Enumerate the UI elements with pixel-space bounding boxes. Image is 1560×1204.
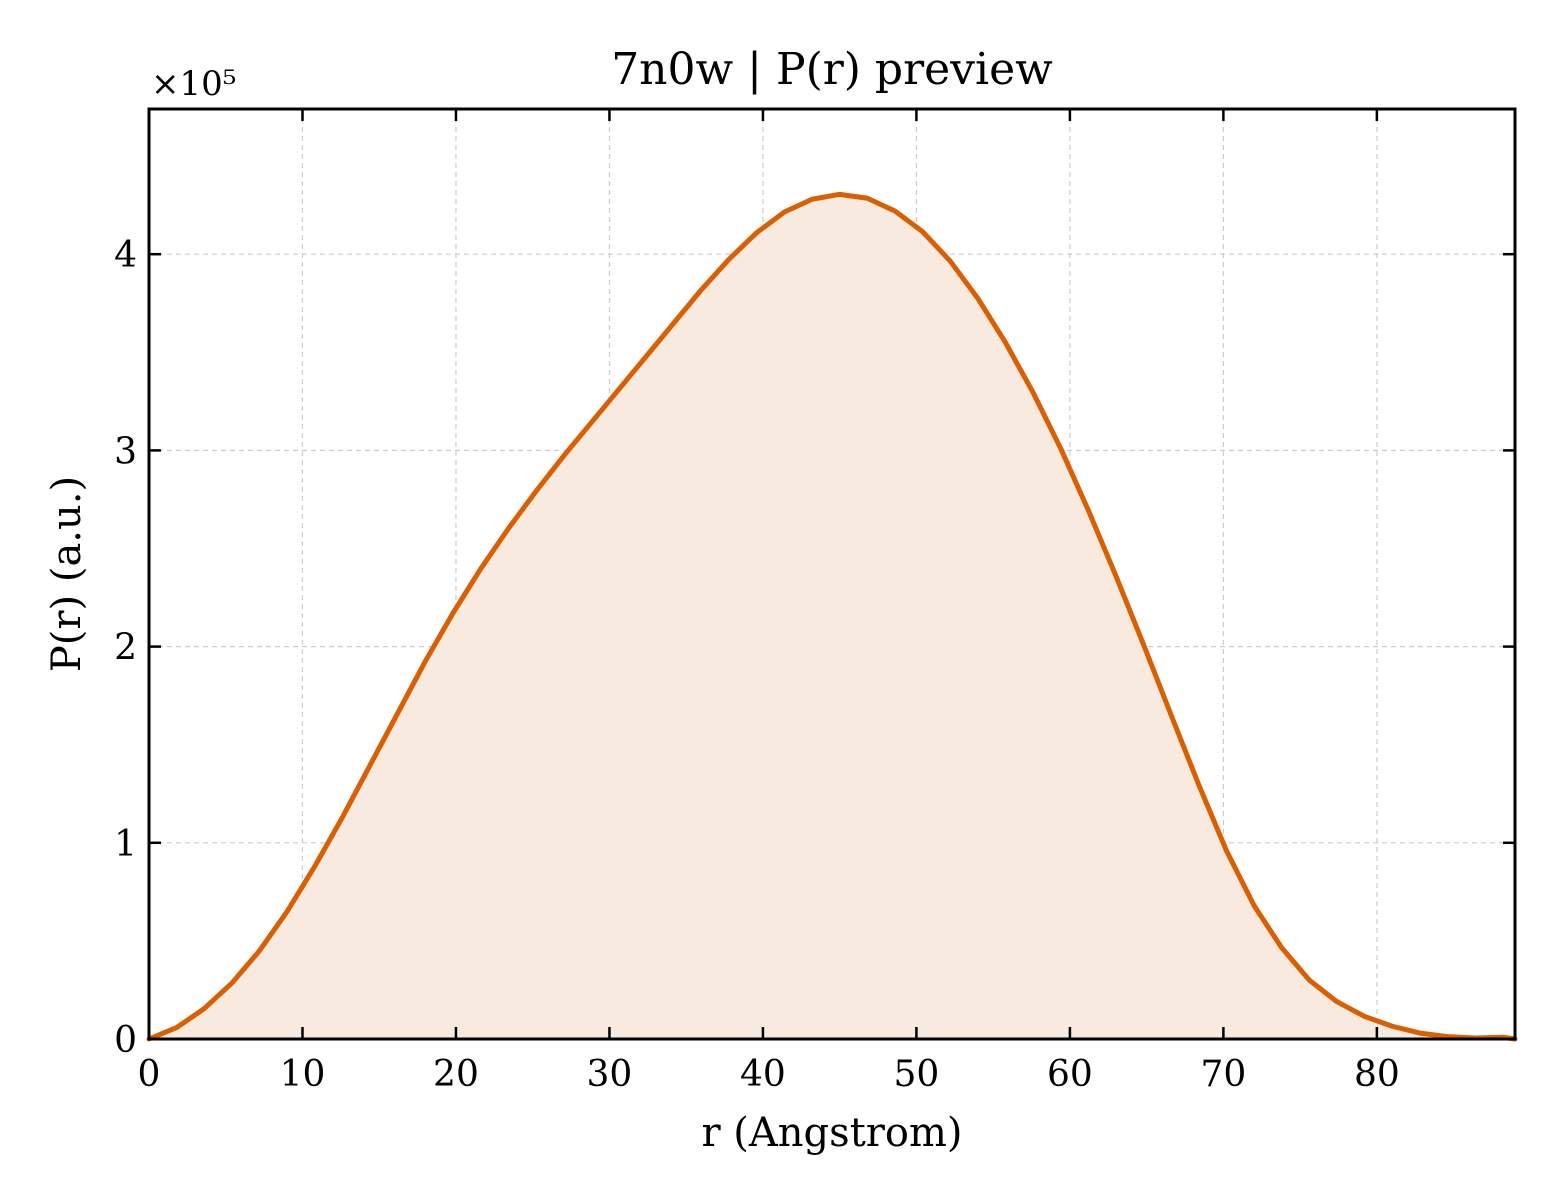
x-tick-label: 80 xyxy=(1354,1054,1400,1095)
series-line xyxy=(146,191,1518,1042)
chart-title: 7n0w | P(r) preview xyxy=(611,44,1053,95)
x-tick-label: 50 xyxy=(894,1054,940,1095)
y-tick-label: 0 xyxy=(114,1020,137,1061)
series-area-fill xyxy=(149,194,1515,1040)
x-tick-label: 40 xyxy=(740,1054,786,1095)
x-tick-label: 70 xyxy=(1200,1054,1246,1095)
x-tick-label: 30 xyxy=(587,1054,633,1095)
x-tick-label: 10 xyxy=(280,1054,326,1095)
y-tick-label: 3 xyxy=(114,431,137,472)
x-tick-label: 0 xyxy=(138,1054,161,1095)
y-tick-label: 4 xyxy=(114,235,137,276)
y-tick-label: 1 xyxy=(114,824,137,865)
x-tick-label: 20 xyxy=(433,1054,479,1095)
x-tick-label: 60 xyxy=(1047,1054,1093,1095)
area-layer xyxy=(149,194,1515,1040)
line-layer xyxy=(146,191,1518,1042)
plot-frame xyxy=(147,107,1517,1041)
tick-layer: 0 10 20 30 40 50 60 70 80 0 1 2 3 4 xyxy=(114,109,1515,1095)
y-tick-label: 2 xyxy=(114,628,137,669)
y-axis-label: P(r) (a.u.) xyxy=(44,476,90,672)
y-offset-label: ×10⁵ xyxy=(151,64,236,104)
x-axis-label: r (Angstrom) xyxy=(701,1110,962,1156)
